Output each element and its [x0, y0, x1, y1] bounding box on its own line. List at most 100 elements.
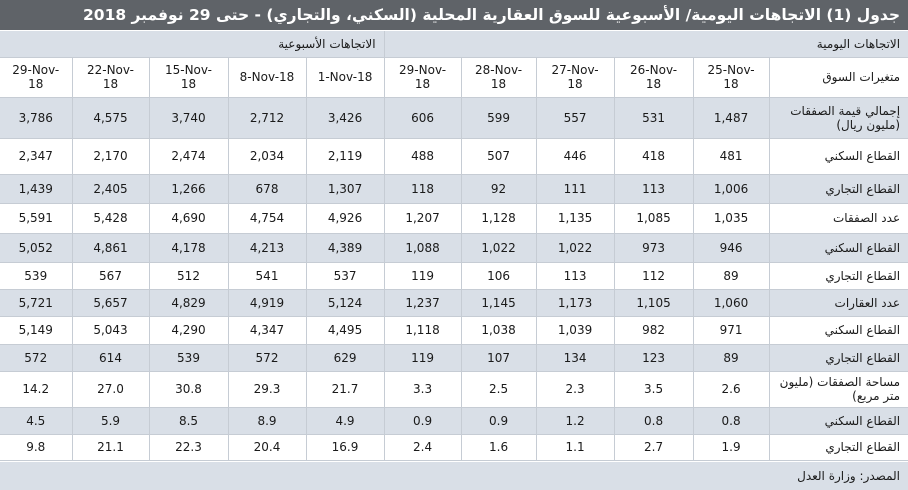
daily-trends-label: الاتجاهات اليومية	[384, 31, 908, 57]
value-cell: 678	[228, 174, 307, 203]
value-cell: 4,347	[228, 316, 307, 344]
table-row: 4.5 5.9 8.5 8.9 4.9 0.9 0.9 1.2 0.8 0.8 القطاع الس…	[0, 407, 908, 434]
row-label: القطاع السكني	[769, 138, 908, 174]
value-cell: 4.9	[306, 407, 385, 434]
value-cell: 1,207	[384, 203, 462, 233]
table-row: 5,591 5,428 4,690 4,754 4,926 1,207 1,128 1,135…	[0, 203, 908, 233]
value-cell: 418	[614, 138, 694, 174]
table-row: 5,721 5,657 4,829 4,919 5,124 1,237 1,145 1,173…	[0, 289, 908, 316]
value-cell: 2,347	[0, 138, 73, 174]
table-title: جدول (1) الاتجاهات اليومية/ الأسبوعية لل…	[0, 0, 908, 30]
value-cell: 4,495	[306, 316, 385, 344]
value-cell: 21.1	[72, 434, 150, 460]
value-cell: 1,128	[461, 203, 537, 233]
value-cell: 2.4	[384, 434, 462, 460]
value-cell: 111	[536, 174, 615, 203]
value-cell: 9.8	[0, 434, 73, 460]
value-cell: 572	[0, 344, 73, 371]
value-cell: 5,591	[0, 203, 73, 233]
group-header-row: الاتجاهات الأسبوعية الاتجاهات اليومية	[0, 31, 908, 57]
value-cell: 14.2	[0, 371, 73, 407]
value-cell: 134	[536, 344, 615, 371]
value-cell: 119	[384, 262, 462, 289]
date-header-cell: 28-Nov-18	[461, 57, 537, 97]
value-cell: 118	[384, 174, 462, 203]
value-cell: 2,170	[72, 138, 150, 174]
value-cell: 2.3	[536, 371, 615, 407]
value-cell: 0.8	[614, 407, 694, 434]
value-cell: 1,085	[614, 203, 694, 233]
date-header-cell: 26-Nov-18	[614, 57, 694, 97]
value-cell: 4,389	[306, 233, 385, 262]
value-cell: 537	[306, 262, 385, 289]
table-row: 14.2 27.0 30.8 29.3 21.7 3.3 2.5 2.3 3.5 2.6 مساحة…	[0, 371, 908, 407]
value-cell: 5,052	[0, 233, 73, 262]
table-row: 1,439 2,405 1,266 678 1,307 118 92 111 113 1,006 ا…	[0, 174, 908, 203]
value-cell: 1,307	[306, 174, 385, 203]
source-note: المصدر: وزارة العدل	[0, 462, 908, 490]
value-cell: 1.1	[536, 434, 615, 460]
value-cell: 29.3	[228, 371, 307, 407]
value-cell: 3,786	[0, 97, 73, 138]
value-cell: 1,022	[461, 233, 537, 262]
value-cell: 4,290	[149, 316, 229, 344]
value-cell: 8.5	[149, 407, 229, 434]
market-variables-header: متغيرات السوق	[769, 57, 908, 97]
value-cell: 4,690	[149, 203, 229, 233]
row-label: القطاع السكني	[769, 407, 908, 434]
value-cell: 606	[384, 97, 462, 138]
value-cell: 1,039	[536, 316, 615, 344]
date-header-cell: 29-Nov-18	[384, 57, 462, 97]
value-cell: 1,439	[0, 174, 73, 203]
value-cell: 2.5	[461, 371, 537, 407]
date-header-cell: 22-Nov-18	[72, 57, 150, 97]
value-cell: 973	[614, 233, 694, 262]
value-cell: 119	[384, 344, 462, 371]
value-cell: 0.9	[461, 407, 537, 434]
value-cell: 1,022	[536, 233, 615, 262]
value-cell: 113	[614, 174, 694, 203]
table-row: 539 567 512 541 537 119 106 113 112 89 القطاع التج…	[0, 262, 908, 289]
date-header-cell: 25-Nov-18	[693, 57, 770, 97]
value-cell: 599	[461, 97, 537, 138]
row-label: القطاع التجاري	[769, 344, 908, 371]
table-row: 572 614 539 572 629 119 107 134 123 89 القطاع التج…	[0, 344, 908, 371]
date-header-row: 29-Nov-18 22-Nov-18 15-Nov-18 8-Nov-18 1…	[0, 57, 908, 97]
value-cell: 3,426	[306, 97, 385, 138]
value-cell: 1,035	[693, 203, 770, 233]
value-cell: 629	[306, 344, 385, 371]
value-cell: 481	[693, 138, 770, 174]
row-label: القطاع السكني	[769, 316, 908, 344]
value-cell: 21.7	[306, 371, 385, 407]
value-cell: 1,118	[384, 316, 462, 344]
value-cell: 539	[0, 262, 73, 289]
value-cell: 1.6	[461, 434, 537, 460]
value-cell: 3,740	[149, 97, 229, 138]
table-row: 2,347 2,170 2,474 2,034 2,119 488 507 446 418 481…	[0, 138, 908, 174]
value-cell: 3.5	[614, 371, 694, 407]
value-cell: 1,237	[384, 289, 462, 316]
value-cell: 4,861	[72, 233, 150, 262]
value-cell: 113	[536, 262, 615, 289]
value-cell: 112	[614, 262, 694, 289]
table-row: 9.8 21.1 22.3 20.4 16.9 2.4 1.6 1.1 2.7 1.9 القطاع…	[0, 434, 908, 460]
value-cell: 4,575	[72, 97, 150, 138]
value-cell: 507	[461, 138, 537, 174]
value-cell: 5,428	[72, 203, 150, 233]
value-cell: 5,721	[0, 289, 73, 316]
table-row: 3,786 4,575 3,740 2,712 3,426 606 599 557 531 1,4…	[0, 97, 908, 138]
row-label: مساحة الصفقات (مليون متر مربع)	[769, 371, 908, 407]
value-cell: 5,149	[0, 316, 73, 344]
value-cell: 1,006	[693, 174, 770, 203]
value-cell: 4,919	[228, 289, 307, 316]
value-cell: 1,173	[536, 289, 615, 316]
value-cell: 3.3	[384, 371, 462, 407]
row-label: إجمالي قيمة الصفقات (مليون ريال)	[769, 97, 908, 138]
value-cell: 0.8	[693, 407, 770, 434]
value-cell: 2.7	[614, 434, 694, 460]
value-cell: 1,266	[149, 174, 229, 203]
value-cell: 1,135	[536, 203, 615, 233]
value-cell: 106	[461, 262, 537, 289]
value-cell: 2,405	[72, 174, 150, 203]
value-cell: 1,088	[384, 233, 462, 262]
